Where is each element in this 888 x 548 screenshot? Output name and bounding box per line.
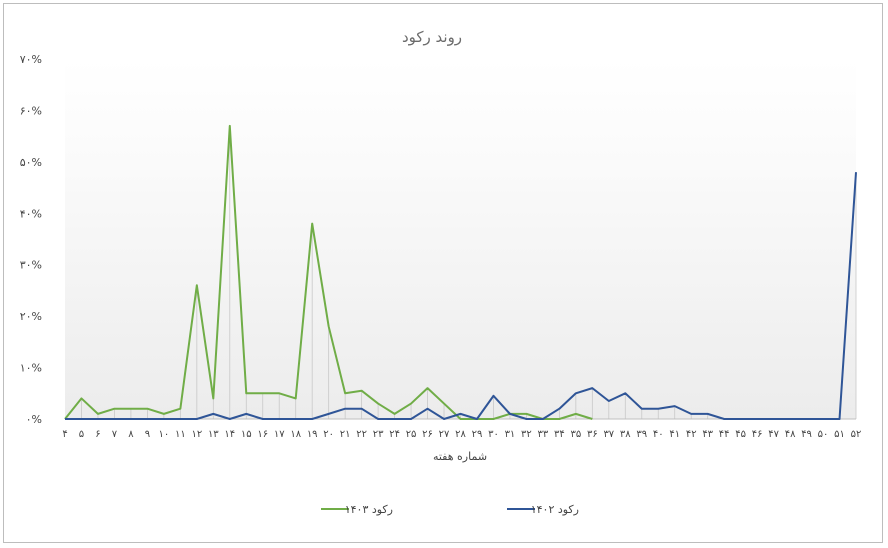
x-tick-label: ۲۴: [389, 429, 400, 440]
x-tick-label: ۱۳: [208, 429, 219, 440]
x-tick-label: ۳۸: [620, 429, 631, 440]
x-tick-label: ۴۶: [752, 429, 763, 440]
x-tick-label: ۵۱: [834, 429, 845, 440]
x-tick-label: ۲۶: [422, 429, 433, 440]
x-tick-label: ۱۸: [290, 429, 301, 440]
x-tick-label: ۵۰: [818, 429, 829, 440]
x-tick-label: ۴: [62, 429, 67, 440]
legend-label: رکود ۱۴۰۲: [531, 503, 579, 516]
x-tick-label: ۳۳: [538, 429, 549, 440]
chart-title: روند رکود: [402, 28, 462, 46]
x-tick-label: ۲۰: [323, 429, 334, 440]
x-tick-label: ۳۱: [505, 429, 516, 440]
y-tick-label: ۰%: [26, 413, 42, 426]
x-tick-label: ۶: [95, 429, 100, 440]
x-tick-label: ۱۴: [224, 429, 235, 440]
x-tick-label: ۴۴: [719, 429, 730, 440]
y-tick-label: ۱۰%: [20, 362, 42, 375]
series-line: [64, 124, 593, 420]
x-tick-label: ۱۹: [307, 429, 318, 440]
x-tick-label: ۸: [128, 429, 134, 440]
x-axis-label: شماره هفته: [433, 450, 487, 463]
y-tick-label: ۲۰%: [20, 310, 42, 323]
series-lines: [64, 124, 857, 420]
plot-background: [65, 59, 856, 419]
y-tick-label: ۷۰%: [20, 53, 42, 66]
x-tick-label: ۳۲: [521, 429, 532, 440]
x-tick-label: ۱۶: [257, 429, 268, 440]
x-tick-label: ۴۳: [702, 429, 713, 440]
x-tick-label: ۴۷: [768, 429, 779, 440]
x-tick-label: ۱۲: [191, 429, 202, 440]
y-tick-label: ۳۰%: [20, 259, 42, 272]
x-tick-label: ۲۲: [356, 429, 367, 440]
x-tick-label: ۱۱: [175, 429, 186, 440]
x-tick-label: ۵: [79, 429, 84, 440]
x-tick-label: ۴۲: [686, 429, 697, 440]
x-tick-label: ۴۵: [735, 429, 746, 440]
x-tick-label: ۷: [112, 429, 118, 440]
x-tick-label: ۲۷: [439, 429, 450, 440]
x-tick-label: ۳۷: [603, 429, 614, 440]
legend-label: رکود ۱۴۰۳: [345, 503, 393, 516]
y-axis-ticks: ۰% ۱۰% ۲۰% ۳۰% ۴۰% ۵۰% ۶۰% ۷۰%: [20, 53, 42, 426]
x-tick-label: ۲۵: [406, 429, 417, 440]
legend: رکود ۱۴۰۳ رکود ۱۴۰۲: [321, 503, 579, 516]
x-axis-ticks: ۴ ۵ ۶ ۷ ۸ ۹ ۱۰ ۱۱ ۱۲ ۱۳ ۱۴ ۱۵ ۱۶ ۱۷ ۱۸ ۱۹ ۲۰ ۲۱ ۲۲ ۲۳ ۲۴ ۲۵ ۲۶…: [62, 429, 861, 440]
x-tick-label: ۳۰: [488, 429, 499, 440]
x-tick-label: ۲۹: [472, 429, 483, 440]
x-tick-label: ۳۶: [587, 429, 598, 440]
y-tick-label: ۶۰%: [20, 104, 42, 117]
x-tick-label: ۱۰: [159, 429, 170, 440]
x-tick-label: ۹: [145, 429, 150, 440]
series-line: [65, 172, 857, 420]
x-tick-label: ۱۷: [274, 429, 285, 440]
x-tick-label: ۳۹: [636, 429, 647, 440]
y-tick-label: ۴۰%: [20, 207, 42, 220]
drop-lines: [81, 125, 857, 419]
x-tick-label: ۱۵: [241, 429, 252, 440]
x-tick-label: ۳۵: [570, 429, 581, 440]
x-tick-label: ۲۸: [455, 429, 466, 440]
x-tick-label: ۴۸: [785, 429, 796, 440]
y-tick-label: ۵۰%: [20, 156, 42, 169]
x-tick-label: ۴۱: [669, 429, 680, 440]
x-tick-label: ۵۲: [851, 429, 862, 440]
x-tick-label: ۴۹: [801, 429, 812, 440]
x-tick-label: ۴۰: [653, 429, 664, 440]
x-tick-label: ۳۴: [554, 429, 565, 440]
x-tick-label: ۲۱: [340, 429, 351, 440]
x-tick-label: ۲۳: [373, 429, 384, 440]
